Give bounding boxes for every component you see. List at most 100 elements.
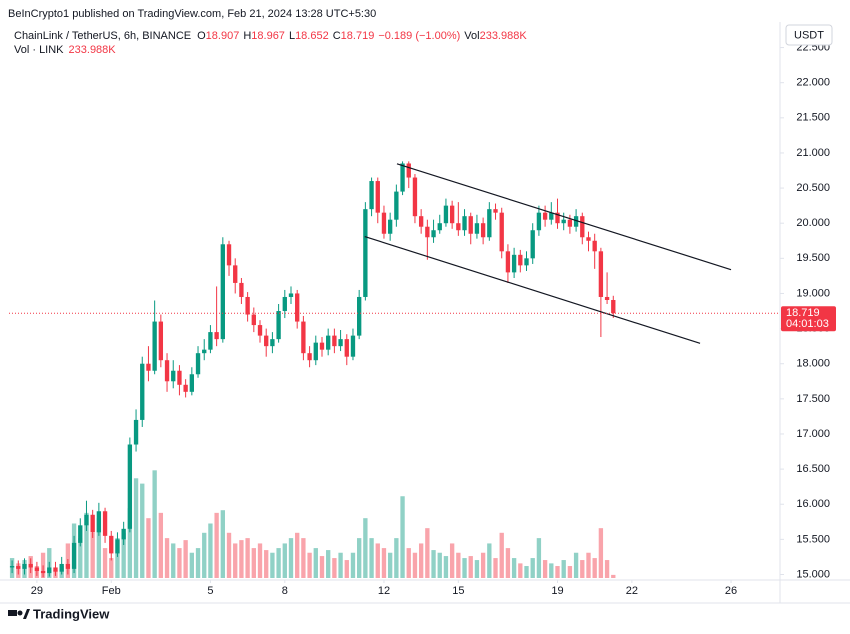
countdown-label: 04:01:03 (786, 318, 829, 330)
y-tick-label: 17.500 (796, 393, 830, 405)
candle-body (437, 223, 442, 231)
candle-body (288, 293, 294, 297)
volume-bar (288, 538, 294, 578)
candle-body (208, 332, 213, 350)
volume-bar (233, 543, 238, 578)
candle-body (536, 212, 542, 231)
volume-bar (326, 550, 331, 578)
candle-body (487, 209, 492, 238)
volume-bar (604, 560, 610, 578)
candle-body (34, 567, 40, 571)
y-tick-label: 21.000 (796, 147, 830, 159)
volume-bar (171, 543, 176, 578)
h-value: 18.967 (251, 30, 285, 42)
candle-body (332, 335, 337, 347)
candle-body (406, 163, 411, 178)
volume-bar (586, 552, 591, 578)
volume-bar (474, 560, 480, 578)
volume-bar (499, 532, 504, 578)
candle-body (164, 360, 170, 382)
candle-body (202, 349, 207, 354)
volume-bar (78, 538, 83, 578)
candle-body (171, 370, 176, 382)
volume-bar (573, 552, 579, 578)
candle-body (214, 332, 219, 340)
vol-line: Vol · LINK (14, 44, 64, 56)
volume-bar (301, 538, 306, 578)
volume-bar (270, 552, 275, 578)
candle-body (387, 219, 393, 234)
candle-body (84, 514, 89, 526)
volume-bar (146, 518, 151, 578)
candle-body (233, 265, 238, 283)
candle-body (245, 296, 250, 315)
candle-body (611, 299, 616, 314)
volume-bar (195, 548, 201, 578)
candle-body (555, 212, 560, 224)
volume-bar (598, 528, 604, 578)
candle-body (78, 525, 83, 543)
volume-bar (102, 548, 108, 578)
volume-bar (307, 552, 312, 578)
volume-bar (183, 540, 188, 578)
change: −0.189 (−1.00%) (378, 30, 460, 42)
volume-bar (369, 538, 374, 578)
volume-bar (84, 512, 89, 578)
candle-body (394, 191, 399, 220)
candle-body (592, 240, 597, 252)
candle-body (468, 216, 473, 234)
currency[interactable]: USDT (794, 29, 824, 41)
candle-body (53, 567, 58, 572)
candle-body (511, 254, 517, 273)
volume-bar (381, 548, 387, 578)
volume-bar (449, 543, 455, 578)
x-tick-label: 5 (207, 585, 213, 597)
y-tick-label: 16.000 (796, 498, 830, 510)
candle-body (381, 212, 387, 234)
candle-body (412, 177, 418, 217)
c-label: C (333, 30, 341, 42)
candle-body (561, 219, 566, 224)
volume-bar (456, 552, 461, 578)
candle-body (16, 566, 21, 569)
l-label: L (289, 30, 295, 42)
volume-bar (555, 566, 560, 578)
c-value: 18.719 (341, 30, 375, 42)
volume-bar (425, 528, 430, 578)
candle-body (264, 335, 269, 347)
volume-bar (400, 496, 405, 578)
volume-bar (487, 543, 492, 578)
candle-body (226, 244, 232, 266)
y-tick-label: 16.500 (796, 463, 830, 475)
currency-box[interactable] (785, 24, 833, 46)
volume-bar (202, 532, 207, 578)
candle-body (350, 335, 356, 357)
volume-legend: Vol · LINK 233.988K (14, 44, 116, 56)
volume-bar (257, 543, 263, 578)
x-tick-label: 19 (551, 585, 563, 597)
candle-body (90, 514, 95, 533)
volume-bar (468, 556, 473, 578)
volume-bar (363, 518, 368, 578)
volume-bar (319, 556, 325, 578)
candle-body (580, 216, 585, 238)
x-tick-label: 15 (452, 585, 464, 597)
o-value: 18.907 (206, 30, 240, 42)
vol-line-value: 233.988K (69, 44, 117, 56)
candle-body (524, 258, 529, 266)
y-tick-label: 15.500 (796, 533, 830, 545)
volume-bar (406, 548, 411, 578)
y-tick-label: 19.000 (796, 287, 830, 299)
candle-body (239, 282, 244, 297)
o-label: O (197, 30, 206, 42)
candle-body (505, 251, 511, 273)
symbol: ChainLink / TetherUS, 6h, BINANCE (14, 30, 191, 42)
candle-body (158, 321, 164, 361)
candle-body (567, 219, 573, 227)
volume-bar (152, 470, 157, 578)
volume-bar (592, 558, 597, 578)
candle-body (456, 223, 461, 231)
candle-body (319, 342, 325, 350)
